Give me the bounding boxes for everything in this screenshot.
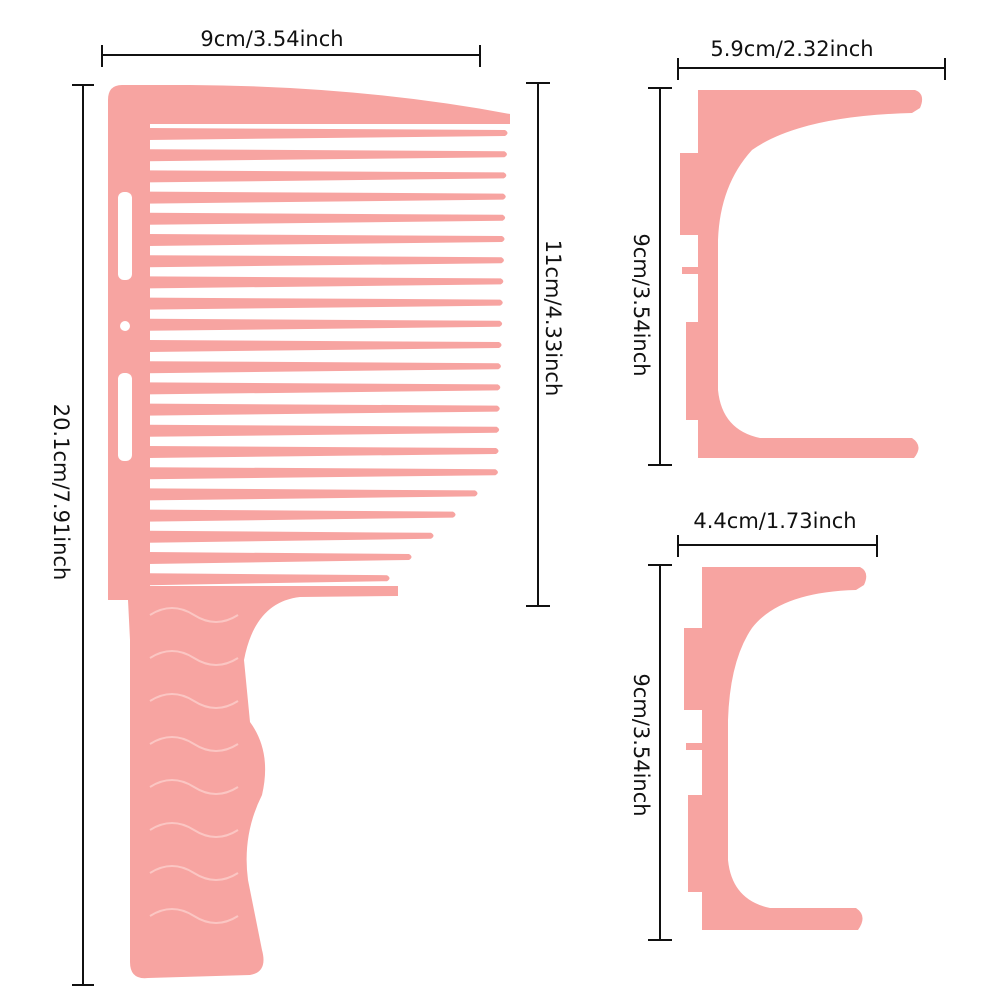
comb-tooth: [148, 340, 502, 352]
comb-tooth: [148, 509, 456, 522]
comb-tooth: [148, 128, 508, 140]
grip-line: [149, 607, 239, 623]
comb-tooth: [148, 212, 506, 225]
comb: [108, 85, 510, 979]
dimension-label: 9cm/3.54inch: [629, 233, 653, 376]
comb-tooth: [148, 170, 507, 183]
dimension-label: 20.1cm/7.91inch: [49, 404, 73, 581]
comb-tooth: [148, 446, 499, 458]
grip-line: [149, 693, 239, 709]
comb-tooth: [148, 276, 504, 289]
comb-tooth: [148, 234, 505, 246]
comb-tooth: [148, 488, 478, 501]
comb-tooth: [148, 297, 503, 310]
dimension-label: 4.4cm/1.73inch: [693, 509, 856, 533]
dimension-label: 9cm/3.54inch: [629, 673, 653, 816]
grip-line: [149, 736, 239, 752]
comb-tooth: [148, 318, 503, 331]
slot: [118, 373, 132, 461]
comb-tooth: [148, 573, 390, 586]
comb-tooth: [148, 424, 500, 437]
dimension-label: 9cm/3.54inch: [200, 27, 343, 51]
comb-tooth: [148, 361, 501, 374]
comb-tooth: [148, 382, 501, 395]
grip-line: [149, 779, 239, 795]
comb-tooth: [148, 191, 506, 204]
dimension-label: 5.9cm/2.32inch: [710, 37, 873, 61]
comb-tooth: [148, 149, 507, 162]
dimension-lines: [72, 45, 946, 986]
grip-line: [149, 822, 239, 838]
dimension-label: 11cm/4.33inch: [541, 240, 565, 397]
comb-tooth: [148, 255, 504, 268]
guide: [684, 567, 867, 930]
grip-line: [149, 650, 239, 666]
slot: [118, 192, 132, 280]
hole: [120, 321, 130, 331]
comb-tooth: [148, 530, 434, 543]
comb-tooth: [148, 467, 498, 480]
comb-tooth: [148, 403, 500, 416]
comb-body: [108, 85, 510, 979]
grip-line: [149, 908, 239, 924]
comb-tooth: [148, 552, 412, 564]
grip-line: [149, 865, 239, 881]
guide: [680, 90, 923, 458]
